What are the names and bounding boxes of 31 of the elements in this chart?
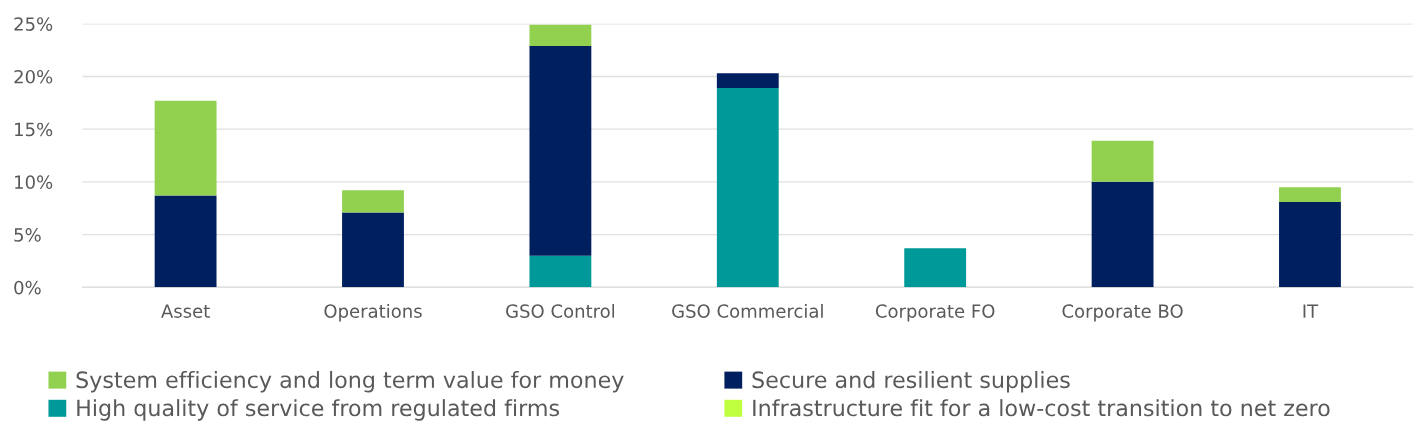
x-tick-label: GSO Commercial bbox=[672, 303, 823, 318]
bar bbox=[716, 88, 779, 288]
legend-label: Infrastructure fit for a low-cost transition to net zero bbox=[753, 399, 1330, 417]
y-tick-label: 15% bbox=[15, 122, 53, 137]
x-tick-label: Corporate BO bbox=[1062, 304, 1183, 322]
bar bbox=[1091, 181, 1154, 288]
y-tick-label: 5% bbox=[14, 228, 41, 242]
y-tick-label: 20% bbox=[14, 69, 53, 84]
bar bbox=[1091, 140, 1154, 182]
bar bbox=[529, 45, 592, 256]
x-tick-label: Corporate FO bbox=[875, 304, 995, 322]
bar bbox=[1279, 187, 1341, 202]
bar bbox=[154, 100, 217, 196]
bar bbox=[716, 73, 779, 89]
bar bbox=[529, 24, 592, 46]
y-tick-label: 10% bbox=[15, 175, 53, 189]
x-tick-label: IT bbox=[1303, 304, 1319, 318]
y-tick-label: 0% bbox=[14, 280, 41, 295]
bar bbox=[1279, 201, 1341, 288]
bar bbox=[342, 190, 404, 213]
bar bbox=[529, 255, 592, 288]
legend-label: High quality of service from regulated firms bbox=[77, 399, 559, 421]
legend-label: System efficiency and long term value for money bbox=[76, 370, 624, 393]
x-tick-label: Asset bbox=[161, 304, 210, 318]
x-tick-label: GSO Control bbox=[506, 303, 615, 318]
legend-label: Secure and resilient supplies bbox=[752, 370, 1070, 393]
bar bbox=[904, 248, 967, 288]
x-tick-label: Operations bbox=[324, 303, 422, 322]
bar bbox=[154, 195, 217, 288]
bar bbox=[342, 212, 404, 288]
y-tick-label: 25% bbox=[14, 17, 53, 31]
